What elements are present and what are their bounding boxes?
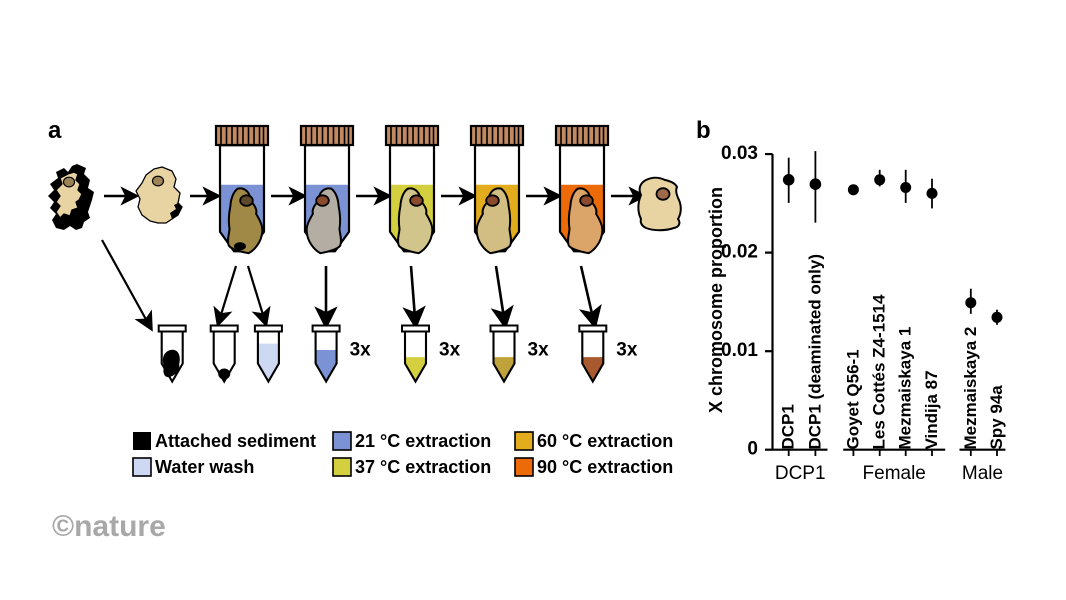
svg-text:DCP1: DCP1: [775, 463, 826, 484]
svg-text:Spy 94a: Spy 94a: [987, 385, 1006, 450]
svg-text:Mezmaiskaya 2: Mezmaiskaya 2: [961, 327, 980, 450]
svg-text:DCP1: DCP1: [779, 404, 798, 449]
svg-text:Goyet Q56-1: Goyet Q56-1: [843, 349, 862, 449]
svg-text:Les Cottés Z4-1514: Les Cottés Z4-1514: [870, 294, 889, 449]
svg-text:Mezmaiskaya 1: Mezmaiskaya 1: [896, 327, 915, 450]
svg-text:Male: Male: [962, 463, 1003, 484]
svg-text:DCP1 (deaminated only): DCP1 (deaminated only): [805, 254, 824, 450]
svg-text:0: 0: [747, 439, 758, 460]
svg-text:0.02: 0.02: [721, 242, 758, 263]
svg-text:0.03: 0.03: [721, 143, 758, 164]
svg-text:Female: Female: [863, 463, 926, 484]
svg-text:X chromosome proportion: X chromosome proportion: [706, 187, 726, 413]
svg-text:0.01: 0.01: [721, 340, 758, 361]
svg-text:Vindija 87: Vindija 87: [922, 370, 941, 449]
svg-text:b: b: [696, 117, 711, 144]
